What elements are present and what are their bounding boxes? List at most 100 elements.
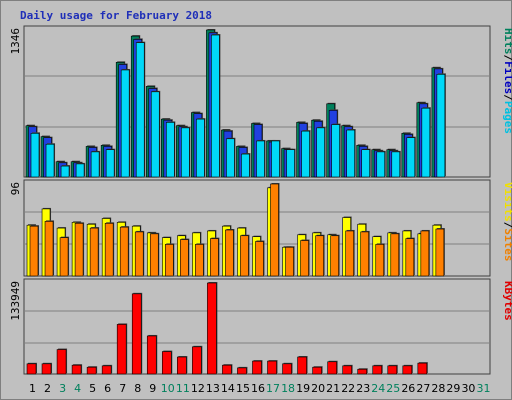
bar-sites [435,228,445,277]
x-tick-label: 24 [371,382,385,395]
bar-pages [406,137,416,178]
bar-pages [60,165,70,178]
x-tick-label: 6 [104,382,111,395]
x-tick-label: 18 [281,382,295,395]
bar-pages [286,149,295,178]
legend-entry: Pages [502,101,512,134]
bar-kbytes [146,335,157,375]
legend-entry: Hits [502,28,512,55]
right-legend: Visits/Sites [502,182,512,262]
bar-kbytes [252,360,262,375]
bar-sites [59,237,69,277]
bar-sites [285,246,294,277]
panel-kbytes [23,278,491,375]
bar-pages [376,151,386,178]
x-tick-label: 13 [206,382,220,395]
bar-pages [135,42,145,178]
bar-pages [301,130,310,178]
bar-kbytes [116,324,127,375]
x-tick-label: 5 [89,382,96,395]
bar-sites [315,235,324,277]
ymax-label: 133949 [9,281,22,321]
bar-sites [390,233,400,277]
x-tick-label: 19 [296,382,310,395]
bar-pages [150,91,160,178]
x-tick-label: 30 [461,382,475,395]
bar-pages [331,124,340,178]
bar-sites [74,222,84,277]
bar-sites [119,226,129,277]
bar-kbytes [357,368,368,375]
bar-sites [210,238,219,277]
bar-kbytes [101,365,112,375]
x-tick-label: 7 [119,382,126,395]
bar-sites [405,238,415,277]
bar-pages [120,69,130,178]
bar-sites [195,244,204,277]
bar-pages [45,143,55,178]
bar-kbytes [237,367,247,375]
bar-kbytes [297,356,307,375]
x-tick-label: 12 [191,382,205,395]
bar-sites [330,235,339,277]
bar-kbytes [222,364,232,375]
bar-sites [345,230,354,277]
bar-pages [75,163,85,178]
bar-pages [241,153,250,178]
bar-kbytes [372,365,383,375]
bar-sites [180,239,189,277]
bar-kbytes [327,361,337,375]
bar-kbytes [192,346,202,375]
right-legend: Hits/Files/Pages [502,28,512,134]
x-tick-label: 29 [446,382,460,395]
bar-kbytes [282,363,292,375]
bar-kbytes [131,293,142,375]
x-tick-label: 23 [356,382,370,395]
bar-kbytes [207,282,217,375]
bar-sites [29,225,39,277]
bar-sites [164,244,174,277]
bar-kbytes [86,366,97,375]
bar-kbytes [402,365,413,375]
bar-kbytes [417,362,428,375]
chart-title: Daily usage for February 2018 [20,9,212,22]
x-tick-label: 3 [59,382,66,395]
legend-entry: KBytes [502,281,512,321]
x-tick-label: 15 [236,382,250,395]
bar-pages [165,122,175,178]
ymax-label: 96 [9,182,22,195]
legend-entry: / [502,55,512,62]
bar-pages [346,129,355,178]
legend-entry: Sites [502,228,512,261]
legend-entry: / [502,222,512,229]
bar-pages [421,107,431,178]
x-tick-label: 20 [311,382,325,395]
bar-pages [316,127,325,178]
bar-kbytes [26,363,37,375]
bar-sites [134,231,144,277]
legend-entry: Files [502,61,512,94]
bar-sites [104,222,114,277]
ymax-label: 1346 [9,28,22,55]
bar-kbytes [71,364,82,375]
x-tick-label: 22 [341,382,355,395]
bar-kbytes [387,365,398,375]
x-tick-label: 14 [221,382,235,395]
bar-kbytes [41,363,52,375]
x-tick-label: 2 [44,382,51,395]
bar-pages [436,74,446,178]
x-tick-label: 8 [134,382,141,395]
bar-pages [30,133,40,178]
x-tick-label: 28 [431,382,445,395]
x-tick-label: 16 [251,382,265,395]
bar-sites [240,235,249,277]
bar-sites [44,221,54,277]
bar-kbytes [177,356,187,375]
legend-entry: Visits [502,182,512,222]
right-legend: KBytes [502,281,512,321]
x-tick-label: 21 [326,382,340,395]
legend-entry: / [502,94,512,101]
bar-sites [420,230,430,277]
bar-kbytes [312,366,322,375]
x-tick-label: 31 [476,382,490,395]
